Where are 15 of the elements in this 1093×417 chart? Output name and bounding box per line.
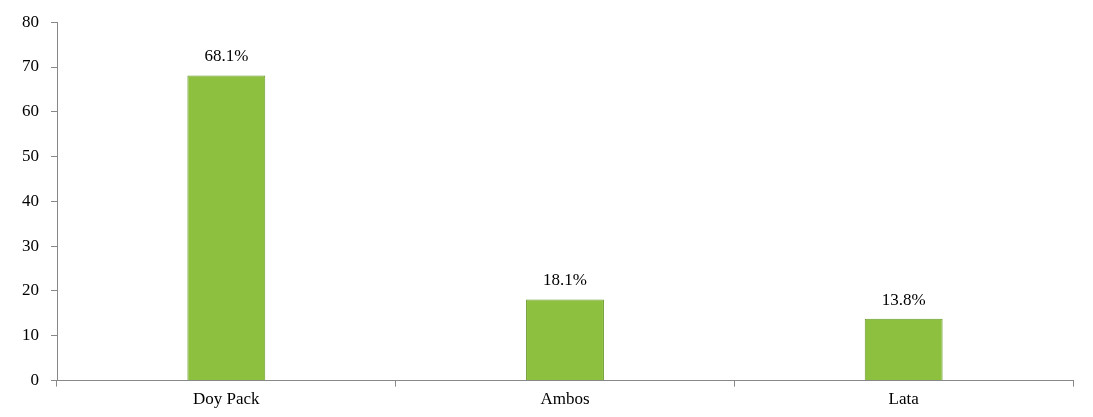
y-tick-label: 60 (22, 101, 39, 121)
y-tick-label: 30 (22, 235, 39, 255)
data-label: 68.1% (204, 46, 249, 66)
x-tick-label: Doy Pack (193, 389, 261, 409)
data-label: 13.8% (881, 289, 926, 309)
y-tick-label: 10 (22, 325, 39, 345)
x-tick-label: Ambos (540, 389, 590, 409)
y-tick-label: 20 (22, 280, 39, 300)
y-tick-label: 50 (22, 146, 39, 166)
x-tick-label: Lata (888, 389, 920, 409)
data-label: 18.1% (543, 270, 587, 290)
y-tick-label: 80 (22, 11, 39, 31)
y-tick-label: 0 (30, 370, 39, 390)
y-tick-label: 70 (22, 56, 39, 76)
y-tick-label: 40 (22, 190, 39, 210)
